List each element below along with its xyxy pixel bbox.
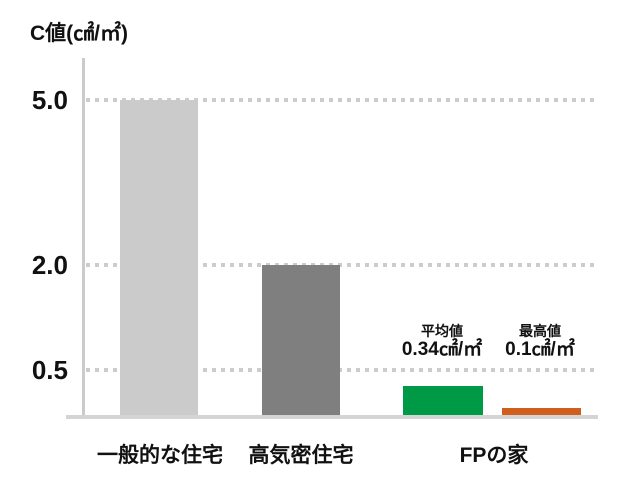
y-tick-label-5.0: 5.0	[31, 85, 68, 115]
bar-fp-house-average	[403, 386, 483, 415]
gridline-5.0	[86, 98, 595, 102]
y-tick-label-0.5: 0.5	[31, 355, 68, 385]
x-axis-baseline	[66, 415, 598, 419]
x-category-label-fp-house: FPの家	[459, 444, 529, 467]
annotation-fp-best-value: 0.1㎠/㎡	[505, 339, 575, 360]
annotation-fp-average-value: 0.34㎠/㎡	[401, 339, 483, 360]
gridline-0.5	[86, 368, 595, 372]
gridline-2.0	[86, 263, 595, 267]
annotation-fp-average: 平均値 0.34㎠/㎡	[377, 323, 507, 361]
bar-airtight-house	[262, 265, 340, 415]
bar-general-house	[120, 100, 198, 415]
annotation-fp-average-label: 平均値	[421, 323, 463, 339]
y-tick-label-2.0: 2.0	[31, 250, 68, 280]
bar-fp-house-best	[502, 408, 581, 415]
annotation-fp-best: 最高値 0.1㎠/㎡	[475, 323, 605, 361]
annotation-fp-best-label: 最高値	[519, 323, 561, 339]
x-category-label-general-house: 一般的な住宅	[97, 444, 223, 467]
chart-title: C値(㎠/㎡)	[30, 22, 128, 45]
x-category-label-airtight-house: 高気密住宅	[248, 444, 354, 467]
y-axis-line	[82, 58, 85, 418]
